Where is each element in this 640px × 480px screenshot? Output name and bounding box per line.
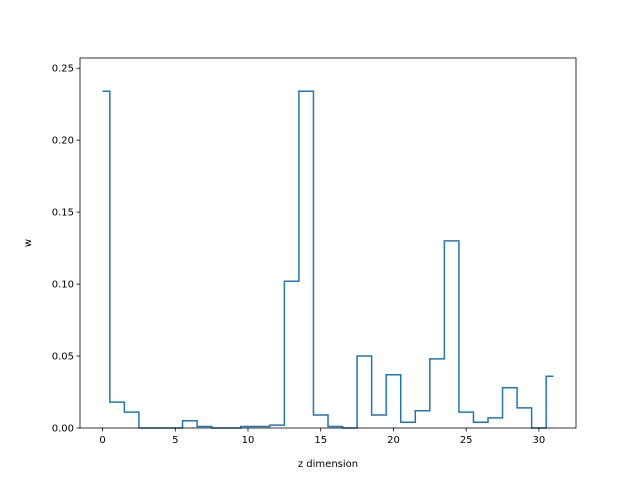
series-layer: [102, 90, 554, 429]
x-tick-label: 0: [99, 435, 105, 446]
y-tick-label: 0.00: [52, 424, 74, 435]
y-axis-ticks: 0.00 0.05 0.10 0.15 0.20 0.25: [52, 64, 80, 435]
x-tick-label: 5: [172, 435, 178, 446]
y-tick-label: 0.15: [52, 208, 74, 219]
y-tick-label: 0.20: [52, 136, 74, 147]
y-axis-label: w: [23, 239, 34, 247]
series-line: [102, 90, 554, 429]
x-tick-label: 30: [533, 435, 546, 446]
y-tick-label: 0.05: [52, 352, 74, 363]
x-tick-label: 10: [242, 435, 255, 446]
y-tick-label: 0.25: [52, 64, 74, 75]
x-tick-label: 20: [387, 435, 400, 446]
y-tick-label: 0.10: [52, 280, 74, 291]
plot-frame: [79, 57, 577, 429]
x-tick-label: 15: [314, 435, 327, 446]
x-axis-ticks: 0 5 10 15 20 25 30: [99, 428, 545, 446]
plot-area: [80, 58, 576, 428]
x-tick-label: 25: [460, 435, 473, 446]
x-axis-label: z dimension: [298, 459, 358, 470]
